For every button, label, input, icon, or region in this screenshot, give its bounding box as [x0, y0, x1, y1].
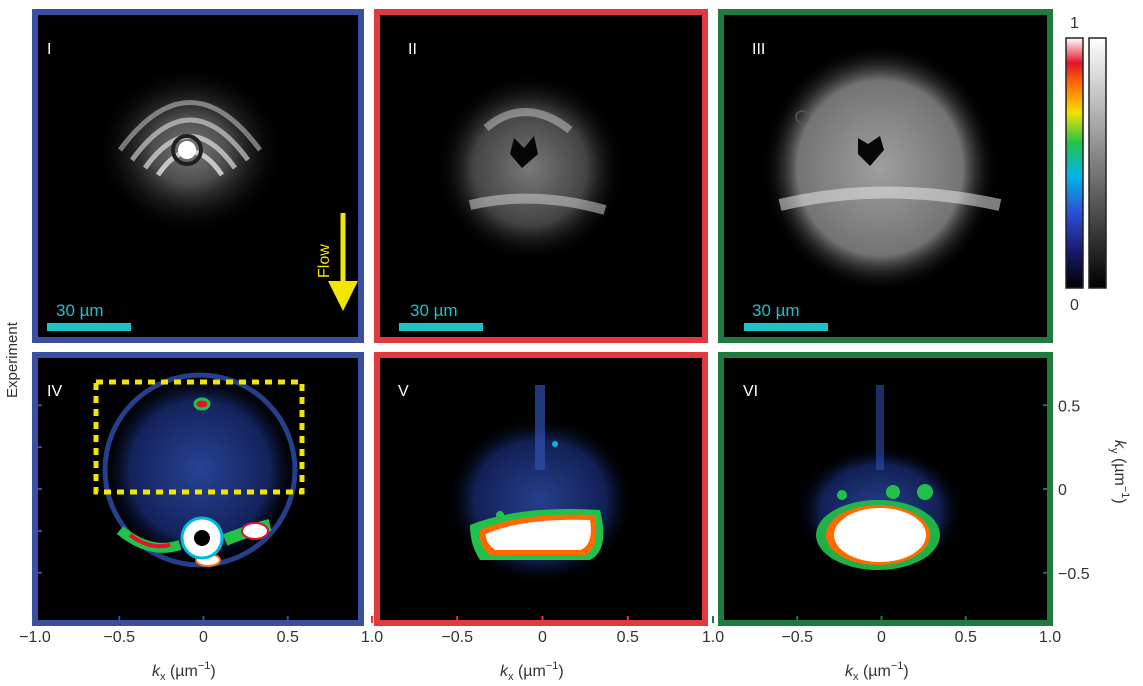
y-axis-ticks: 0.5 0 −0.5 — [35, 398, 1090, 583]
y-axis-label: ky (µm−1) — [1108, 440, 1131, 504]
x-tick-label: 0 — [877, 629, 886, 646]
panel-I: I 30 µm Flow — [32, 9, 364, 343]
scale-bar-label: 30 µm — [410, 301, 458, 320]
x-tick-label: 0.5 — [277, 629, 299, 646]
panel-label: V — [398, 383, 409, 400]
y-tick-label: −0.5 — [1058, 566, 1090, 583]
colorbar-min-label: 0 — [1070, 297, 1079, 314]
panel-label: I — [47, 41, 51, 58]
y-tick-label: 0 — [1058, 482, 1067, 499]
x-tick-label: −1.0 — [19, 629, 51, 646]
y-tick-label: 0.5 — [1058, 398, 1080, 415]
x-tick-label: −0.5 — [781, 629, 813, 646]
panel-label: III — [752, 41, 765, 58]
panel-IV: IV — [32, 352, 364, 626]
colorbar: 1 0 — [1065, 15, 1107, 314]
panel-label: II — [408, 41, 417, 58]
x-tick-label: −0.5 — [441, 629, 473, 646]
scale-bar — [47, 323, 131, 331]
panel-V: V — [374, 352, 708, 626]
x-tick-label: 1.0 — [361, 629, 383, 646]
x-axis-label-1: kx (µm−1) — [152, 660, 216, 683]
scale-bar-label: 30 µm — [752, 301, 800, 320]
experiment-label: Experiment — [4, 321, 21, 398]
panel-label: VI — [743, 383, 758, 400]
x-tick-label: 0.5 — [955, 629, 977, 646]
x-axis-label-3: kx (µm−1) — [845, 660, 909, 683]
svg-text:ky (µm−1): ky (µm−1) — [1108, 440, 1131, 504]
x-axis-label-2: kx (µm−1) — [500, 660, 564, 683]
x-tick-label: 1.0 — [1039, 629, 1061, 646]
flow-label: Flow — [316, 244, 333, 278]
panel-III: III 30 µm — [718, 9, 1053, 343]
selection-box — [93, 379, 305, 495]
scale-bar — [744, 323, 828, 331]
x-tick-label: 0 — [199, 629, 208, 646]
panel-label: IV — [47, 383, 62, 400]
x-tick-label: −0.5 — [103, 629, 135, 646]
scale-bar — [399, 323, 483, 331]
colorbar-max-label: 1 — [1070, 15, 1079, 32]
x-tick-label: 1.0 — [702, 629, 724, 646]
svg-text:kx (µm−1): kx (µm−1) — [500, 660, 564, 683]
svg-text:kx (µm−1): kx (µm−1) — [845, 660, 909, 683]
x-axis-ticks: −1.0 −0.5 0 0.5 1.0 −0.5 0 0.5 1.0 −0.5 0 0.5 1.0 — [19, 616, 1061, 646]
panel-II: II 30 µm — [374, 9, 708, 343]
panel-VI: VI — [718, 352, 1053, 626]
x-tick-label: 0.5 — [617, 629, 639, 646]
x-tick-label: 0 — [538, 629, 547, 646]
svg-text:kx (µm−1): kx (µm−1) — [152, 660, 216, 683]
scale-bar-label: 30 µm — [56, 301, 104, 320]
